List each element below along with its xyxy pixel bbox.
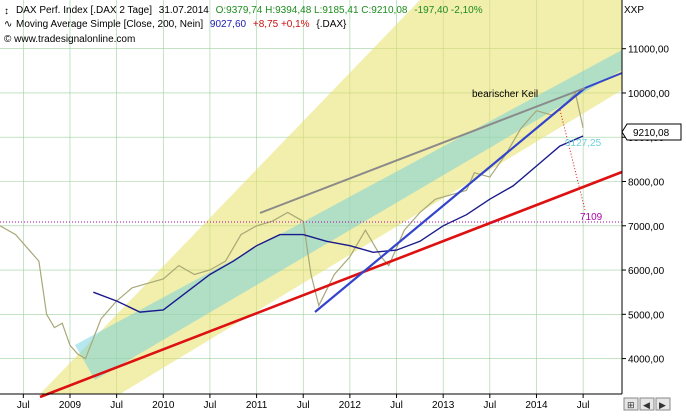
x-axis: Jul 2009 Jul 2010 Jul 2011 Jul 2012 Jul 2013 Jul 20… bbox=[17, 394, 590, 411]
zoom-button[interactable] bbox=[623, 397, 639, 411]
x-tick-label: 2013 bbox=[432, 400, 455, 411]
target-label: 7109 bbox=[580, 212, 603, 223]
expand-icon[interactable]: ↕ bbox=[4, 6, 9, 17]
price-badge: 9210,08 bbox=[621, 123, 682, 141]
copyright-text: © www.tradesignalonline.com bbox=[4, 34, 135, 45]
header-legend: ↕ DAX Perf. Index [.DAX 2 Tage] 31.07.20… bbox=[4, 5, 483, 45]
y-tick-label: 6000,00 bbox=[628, 266, 665, 277]
y-tick-label: 10000,00 bbox=[628, 89, 670, 100]
axis-symbol: XXP bbox=[624, 5, 644, 16]
y-tick-label: 11000,00 bbox=[628, 45, 669, 56]
chart-controls: ⊞ ◀ ▶ bbox=[623, 397, 671, 411]
ma-value: 9027,60 bbox=[210, 19, 247, 30]
x-tick-label: Jul bbox=[204, 400, 217, 411]
ma-name: Moving Average Simple [Close, 200, Nein] bbox=[16, 19, 203, 30]
price-badge-value: 9210,08 bbox=[633, 128, 670, 139]
y-tick-label: 8000,00 bbox=[628, 178, 665, 189]
header-line-2: Moving Average Simple [Close, 200, Nein]… bbox=[16, 19, 347, 30]
support-trendline bbox=[39, 170, 623, 399]
wedge-upper-trendline bbox=[259, 87, 586, 214]
y-tick-label: 5000,00 bbox=[628, 310, 665, 321]
x-tick-label: 2010 bbox=[152, 400, 175, 411]
y-tick-label: 7000,00 bbox=[628, 222, 665, 233]
x-tick-label: Jul bbox=[110, 400, 123, 411]
index-date: 31.07.2014 bbox=[159, 5, 209, 16]
ma-symbol: {.DAX} bbox=[316, 19, 347, 30]
x-tick-label: 2011 bbox=[246, 400, 268, 411]
x-tick-label: Jul bbox=[577, 400, 590, 411]
wedge-lower-trendline bbox=[314, 87, 586, 313]
x-tick-label: 2014 bbox=[525, 400, 548, 411]
price-badge-shape bbox=[621, 123, 682, 141]
x-tick-label: Jul bbox=[297, 400, 310, 411]
data-layer: bearischer Keil 9127,25 7109 bbox=[0, 72, 623, 399]
moving-average-line bbox=[93, 135, 584, 313]
scroll-left-icon: ◀ bbox=[643, 400, 650, 410]
x-tick-label: Jul bbox=[483, 400, 496, 411]
zoom-icon: ⊞ bbox=[627, 400, 635, 410]
scroll-right-icon: ▶ bbox=[659, 400, 666, 410]
cyan-channel-area bbox=[75, 50, 622, 380]
ma-icon: ∿ bbox=[4, 19, 12, 30]
x-tick-label: Jul bbox=[17, 400, 30, 411]
target-projection-line bbox=[559, 109, 586, 211]
scroll-left-button[interactable] bbox=[639, 397, 655, 411]
scroll-right-button[interactable] bbox=[655, 397, 671, 411]
index-name: DAX Perf. Index [.DAX 2 Tage] bbox=[16, 5, 152, 16]
index-change: -197,40 -2,10% bbox=[414, 5, 482, 16]
header-line-1: DAX Perf. Index [.DAX 2 Tage] 31.07.2014… bbox=[16, 5, 483, 16]
dax-price-line bbox=[0, 91, 584, 360]
x-tick-label: 2012 bbox=[339, 400, 362, 411]
x-tick-label: 2009 bbox=[59, 400, 82, 411]
channel-layer bbox=[40, 0, 622, 394]
wedge-extension-line bbox=[584, 72, 623, 89]
y-tick-label: 4000,00 bbox=[628, 355, 665, 366]
index-ohlc: O:9379,74 H:9394,48 L:9185,41 C:9210,08 bbox=[216, 5, 408, 16]
wedge-label: bearischer Keil bbox=[472, 89, 538, 100]
x-tick-label: Jul bbox=[390, 400, 403, 411]
ma-change: +8,75 +0,1% bbox=[253, 19, 310, 30]
ma-value-label: 9127,25 bbox=[565, 138, 602, 149]
